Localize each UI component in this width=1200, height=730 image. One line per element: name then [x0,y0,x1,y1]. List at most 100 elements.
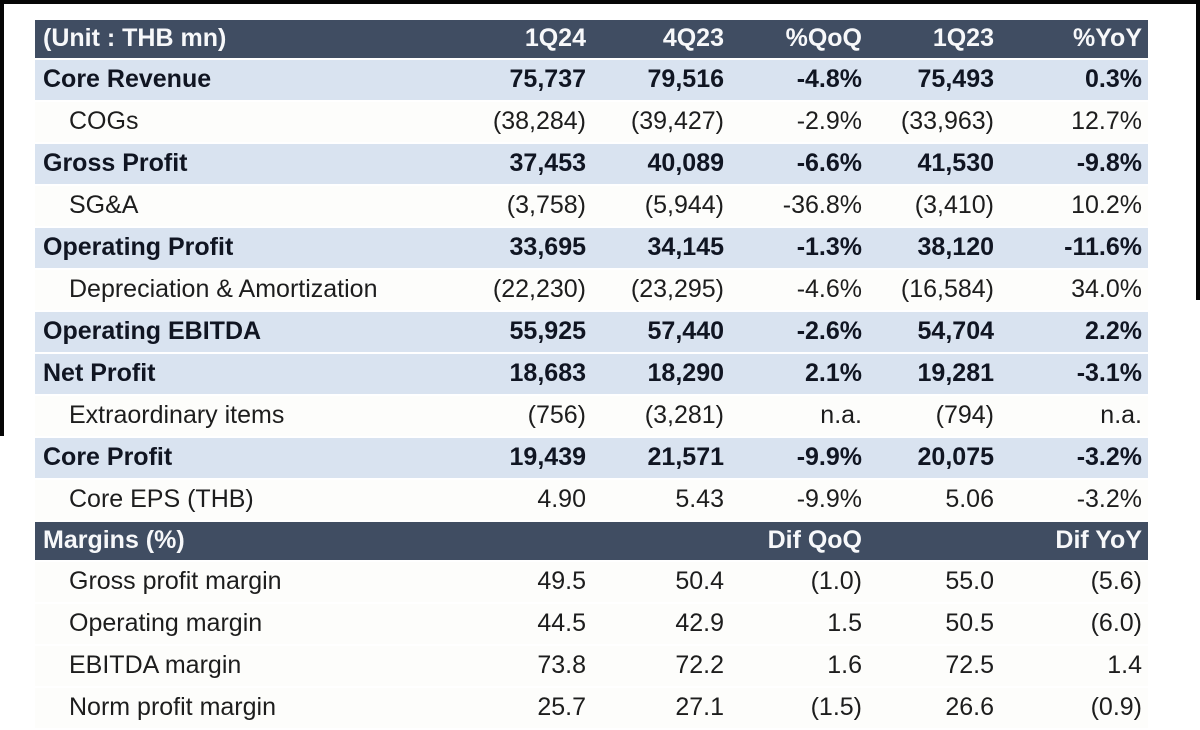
row-label: Operating EBITDA [43,317,262,345]
row-label: Core Revenue [43,65,212,93]
row-label: Net Profit [43,359,156,387]
cell-value: 54,704 [917,317,994,345]
table-row: EBITDA margin 73.8 72.2 1.6 72.5 1.4 [35,646,1148,688]
cell-value: 73.8 [537,651,586,679]
table-row: Norm profit margin 25.7 27.1 (1.5) 26.6 (0.9) [35,688,1148,730]
table-row: SG&A (3,758) (5,944) -36.8% (3,410) 10.2% [35,186,1148,228]
scan-edge-left-artifact [0,0,4,436]
cell-value: -9.8% [1076,149,1142,177]
cell-value: 72.2 [675,651,724,679]
cell-value: (38,284) [492,107,586,135]
cell-value: (22,230) [492,275,586,303]
cell-value: (5,944) [644,191,724,219]
cell-value: 2.1% [805,359,862,387]
cell-value: 20,075 [917,443,994,471]
row-label: Operating margin [69,609,263,637]
cell-value: 1.5 [827,609,862,637]
column-header-qoq: %QoQ [785,24,862,52]
cell-value: (6.0) [1090,609,1142,637]
cell-value: 21,571 [647,443,724,471]
cell-value: 44.5 [537,609,586,637]
cell-value: (3,281) [644,401,724,429]
column-header-1q24: 1Q24 [524,24,586,52]
cell-value: (3,758) [506,191,586,219]
cell-value: 50.5 [945,609,994,637]
cell-value: 49.5 [537,567,586,595]
margins-section-label: Margins (%) [43,526,185,554]
cell-value: -36.8% [782,191,862,219]
cell-value: 33,695 [509,233,586,261]
column-header-1q23: 1Q23 [932,24,994,52]
row-label: SG&A [69,191,139,219]
table-row: Gross Profit 37,453 40,089 -6.6% 41,530 -9.8% [35,144,1148,186]
cell-value: 55,925 [509,317,586,345]
cell-value: 79,516 [647,65,724,93]
row-label: Norm profit margin [69,693,276,721]
margins-header-spacer-2 [592,522,730,560]
table-row: Core Revenue 75,737 79,516 -4.8% 75,493 0.3% [35,60,1148,102]
table-row: Core EPS (THB) 4.90 5.43 -9.9% 5.06 -3.2% [35,480,1148,522]
cell-value: -3.2% [1076,485,1142,513]
cell-value: 25.7 [537,693,586,721]
row-label: Depreciation & Amortization [69,275,378,303]
cell-value: -9.9% [796,443,862,471]
cell-value: 38,120 [917,233,994,261]
cell-value: 12.7% [1071,107,1142,135]
cell-value: -2.9% [796,107,862,135]
cell-value: -4.6% [796,275,862,303]
table-row: Core Profit 19,439 21,571 -9.9% 20,075 -3.2% [35,438,1148,480]
cell-value: 4.90 [537,485,586,513]
cell-value: 55.0 [945,567,994,595]
cell-value: -3.1% [1076,359,1142,387]
cell-value: (1.5) [810,693,862,721]
cell-value: (3,410) [914,191,994,219]
cell-value: 75,493 [917,65,994,93]
cell-value: 34,145 [647,233,724,261]
scan-edge-top-artifact [0,0,1200,4]
cell-value: 40,089 [647,149,724,177]
row-label: COGs [69,107,139,135]
row-label: Gross Profit [43,149,188,177]
table-header-row: (Unit : THB mn) 1Q24 4Q23 %QoQ 1Q23 %YoY [35,20,1148,60]
cell-value: n.a. [1100,401,1142,429]
cell-value: 34.0% [1071,275,1142,303]
table-row: Extraordinary items (756) (3,281) n.a. (794)… [35,396,1148,438]
cell-value: (794) [935,401,994,429]
cell-value: 42.9 [675,609,724,637]
margins-header-row: Margins (%) Dif QoQ Dif YoY [35,522,1148,562]
cell-value: 19,439 [509,443,586,471]
column-header-4q23: 4Q23 [662,24,724,52]
cell-value: 0.3% [1085,65,1142,93]
cell-value: 5.06 [945,485,994,513]
table-row: Gross profit margin 49.5 50.4 (1.0) 55.0 (5.6… [35,562,1148,604]
cell-value: (756) [527,401,586,429]
row-label: Core Profit [43,443,173,471]
income-statement-rows: Core Revenue 75,737 79,516 -4.8% 75,493 0.3% C… [35,60,1148,522]
row-label: Extraordinary items [69,401,285,429]
cell-value: (0.9) [1090,693,1142,721]
cell-value: 72.5 [945,651,994,679]
table-row: Depreciation & Amortization (22,230) (23,2… [35,270,1148,312]
cell-value: (39,427) [630,107,724,135]
cell-value: (33,963) [900,107,994,135]
row-label: Gross profit margin [69,567,282,595]
cell-value: 5.43 [675,485,724,513]
cell-value: -3.2% [1076,443,1142,471]
cell-value: -1.3% [796,233,862,261]
cell-value: (23,295) [630,275,724,303]
margins-header-spacer-1 [455,522,592,560]
cell-value: 57,440 [647,317,724,345]
scan-edge-right-artifact [1196,0,1200,300]
cell-value: -2.6% [796,317,862,345]
cell-value: 2.2% [1085,317,1142,345]
margins-header-spacer-3 [868,522,1000,560]
cell-value: -4.8% [796,65,862,93]
cell-value: (1.0) [810,567,862,595]
table-row: Operating Profit 33,695 34,145 -1.3% 38,120 -… [35,228,1148,270]
table-row: Operating EBITDA 55,925 57,440 -2.6% 54,704 2… [35,312,1148,354]
cell-value: 37,453 [509,149,586,177]
cell-value: -11.6% [1064,233,1142,261]
cell-value: 26.6 [945,693,994,721]
table-row: Operating margin 44.5 42.9 1.5 50.5 (6.0) [35,604,1148,646]
margin-rows: Gross profit margin 49.5 50.4 (1.0) 55.0 (5.6… [35,562,1148,730]
